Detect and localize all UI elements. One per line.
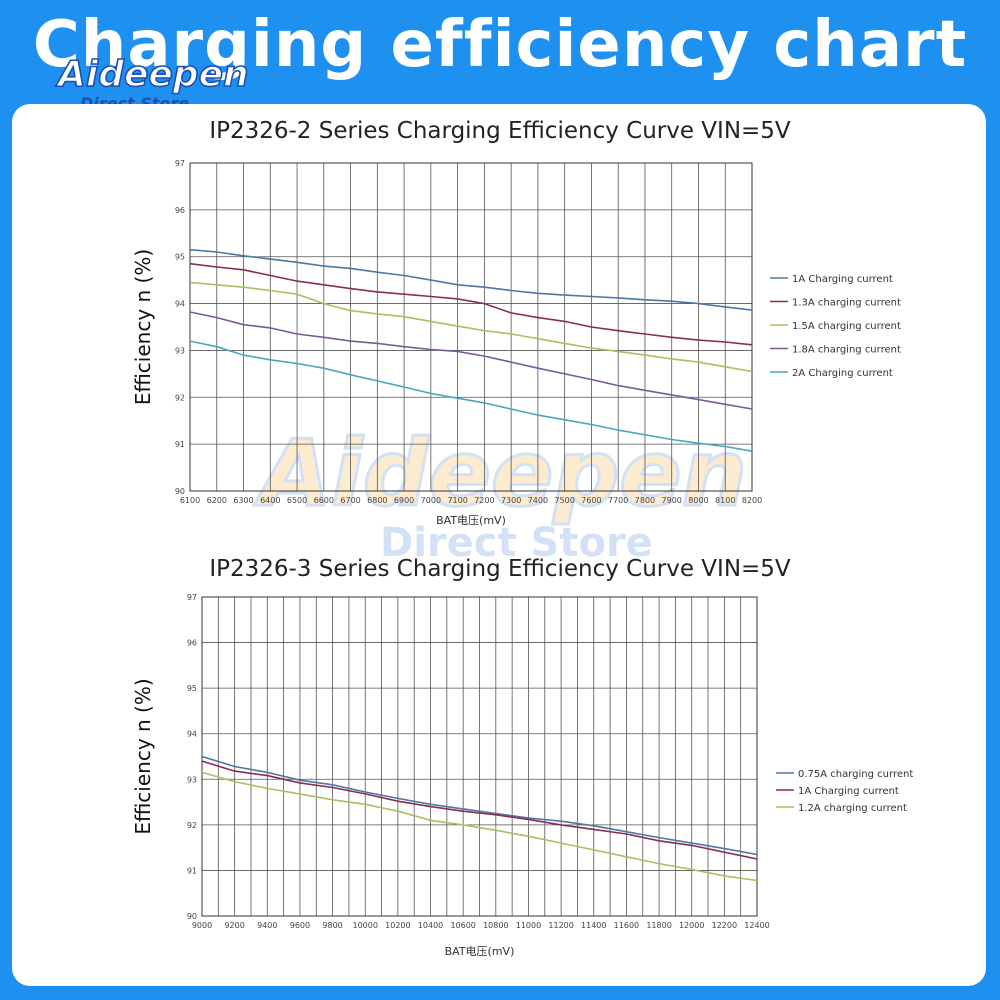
chart-2-ytick-label: 96 bbox=[187, 639, 197, 648]
chart-2-ylabel: Efficiency n (%) bbox=[131, 678, 155, 834]
chart-1-xtick-label: 7300 bbox=[501, 496, 521, 505]
chart-2-xtick-label: 9200 bbox=[224, 921, 244, 930]
chart-2-xtick-label: 9000 bbox=[192, 921, 212, 930]
chart-1-xtick-label: 7000 bbox=[421, 496, 441, 505]
chart-2-xtick-label: 10000 bbox=[353, 921, 378, 930]
logo-wordmark: Aideepen bbox=[57, 53, 249, 96]
chart-2-ytick-label: 97 bbox=[187, 593, 197, 602]
chart-1-xtick-label: 6600 bbox=[314, 496, 334, 505]
chart-1-series-line-1 bbox=[189, 248, 753, 311]
chart-1-series-line-2 bbox=[189, 262, 753, 346]
chart-1-ylabel: Efficiency n (%) bbox=[131, 249, 155, 405]
chart-1-xtick-label: 6900 bbox=[394, 496, 414, 505]
chart-2-legend-label-2: 1A Charging current bbox=[798, 786, 899, 797]
chart-2-xtick-label: 11800 bbox=[646, 921, 671, 930]
chart-1-xtick-label: 8200 bbox=[742, 496, 762, 505]
chart-2-legend-label-3: 1.2A charging current bbox=[798, 803, 907, 814]
chart-2-series-line-1 bbox=[201, 755, 758, 856]
watermark: Aideepen Direct Store bbox=[230, 419, 790, 580]
chart-1-xtick-label: 6200 bbox=[207, 496, 227, 505]
chart-2-xtick-label: 11600 bbox=[614, 921, 639, 930]
chart-2-xlabel: BAT电压(mV) bbox=[445, 945, 515, 958]
chart-2-xtick-label: 11200 bbox=[548, 921, 573, 930]
chart-card bbox=[12, 104, 986, 986]
chart-1-xtick-label: 7900 bbox=[662, 496, 682, 505]
chart-2-xtick-label: 12400 bbox=[744, 921, 769, 930]
chart-1-xtick-label: 6800 bbox=[367, 496, 387, 505]
chart-2-xtick-label: 10200 bbox=[385, 921, 410, 930]
chart-1-xtick-label: 7600 bbox=[581, 496, 601, 505]
chart-1-xtick-label: 6400 bbox=[260, 496, 280, 505]
chart-2-xtick-label: 10400 bbox=[418, 921, 443, 930]
chart-1-ytick-label: 92 bbox=[175, 393, 185, 402]
chart-2-xtick-label: 9400 bbox=[257, 921, 277, 930]
chart-2-ytick-label: 93 bbox=[187, 775, 197, 784]
brand-logo: Aideepen Direct Store bbox=[54, 50, 274, 120]
chart-1-ytick-label: 90 bbox=[175, 487, 185, 496]
watermark-subtitle: Direct Store bbox=[380, 520, 653, 566]
chart-2-xtick-label: 11000 bbox=[516, 921, 541, 930]
chart-2-ytick-label: 91 bbox=[187, 866, 197, 875]
chart-1-xtick-label: 7100 bbox=[447, 496, 467, 505]
chart-1-xtick-label: 7700 bbox=[608, 496, 628, 505]
chart-1-ytick-label: 93 bbox=[175, 346, 185, 355]
chart-1-xtick-label: 7500 bbox=[554, 496, 574, 505]
chart-1-xtick-label: 8000 bbox=[688, 496, 708, 505]
chart-2-xtick-label: 12000 bbox=[679, 921, 704, 930]
chart-2-xtick-label: 10800 bbox=[483, 921, 508, 930]
chart-2-title: IP2326-3 Series Charging Efficiency Curv… bbox=[209, 556, 791, 582]
chart-1-xtick-label: 6700 bbox=[340, 496, 360, 505]
chart-1-ytick-label: 97 bbox=[175, 159, 185, 168]
chart-2-ytick-label: 95 bbox=[187, 684, 197, 693]
chart-1-ytick-label: 95 bbox=[175, 253, 185, 262]
chart-1-series-line-3 bbox=[189, 281, 753, 373]
chart-1-legend-label-3: 1.5A charging current bbox=[792, 321, 901, 332]
chart-2-xtick-label: 9600 bbox=[290, 921, 310, 930]
chart-1-frame bbox=[189, 162, 753, 492]
watermark-word: Aideepen bbox=[258, 419, 748, 529]
chart-2-series-line-2 bbox=[201, 760, 758, 860]
chart-2-xtick-label: 12200 bbox=[712, 921, 737, 930]
chart-1-legend-label-4: 1.8A charging current bbox=[792, 345, 901, 356]
chart-1-ytick-label: 91 bbox=[175, 440, 185, 449]
chart-2-series-line-3 bbox=[201, 771, 758, 882]
chart-1-legend-label-5: 2A Charging current bbox=[792, 368, 893, 379]
chart-1-xtick-label: 6300 bbox=[233, 496, 253, 505]
chart-1-ytick-label: 94 bbox=[175, 300, 185, 309]
chart-1-xtick-label: 6500 bbox=[287, 496, 307, 505]
chart-2-legend-label-1: 0.75A charging current bbox=[798, 769, 913, 780]
chart-1-legend-label-1: 1A Charging current bbox=[792, 274, 893, 285]
chart-2-ytick-label: 94 bbox=[187, 730, 197, 739]
chart-2-xtick-label: 10600 bbox=[450, 921, 475, 930]
chart-1-title: IP2326-2 Series Charging Efficiency Curv… bbox=[209, 118, 791, 144]
chart-1-series-line-4 bbox=[189, 311, 753, 410]
banner-title: Charging efficiency chart bbox=[32, 8, 968, 82]
chart-2-ytick-label: 90 bbox=[187, 912, 197, 921]
chart-1-xtick-label: 7400 bbox=[528, 496, 548, 505]
chart-1-legend-label-2: 1.3A charging current bbox=[792, 298, 901, 309]
chart-1-xtick-label: 7800 bbox=[635, 496, 655, 505]
chart-1-series-line-5 bbox=[189, 340, 753, 452]
chart-1-xtick-label: 8100 bbox=[715, 496, 735, 505]
chart-1-xlabel: BAT电压(mV) bbox=[436, 514, 506, 527]
chart-1-xtick-label: 6100 bbox=[180, 496, 200, 505]
chart-2-xtick-label: 9800 bbox=[322, 921, 342, 930]
chart-2-ytick-label: 92 bbox=[187, 821, 197, 830]
chart-2-xtick-label: 11400 bbox=[581, 921, 606, 930]
chart-1-ytick-label: 96 bbox=[175, 206, 185, 215]
chart-1-xtick-label: 7200 bbox=[474, 496, 494, 505]
